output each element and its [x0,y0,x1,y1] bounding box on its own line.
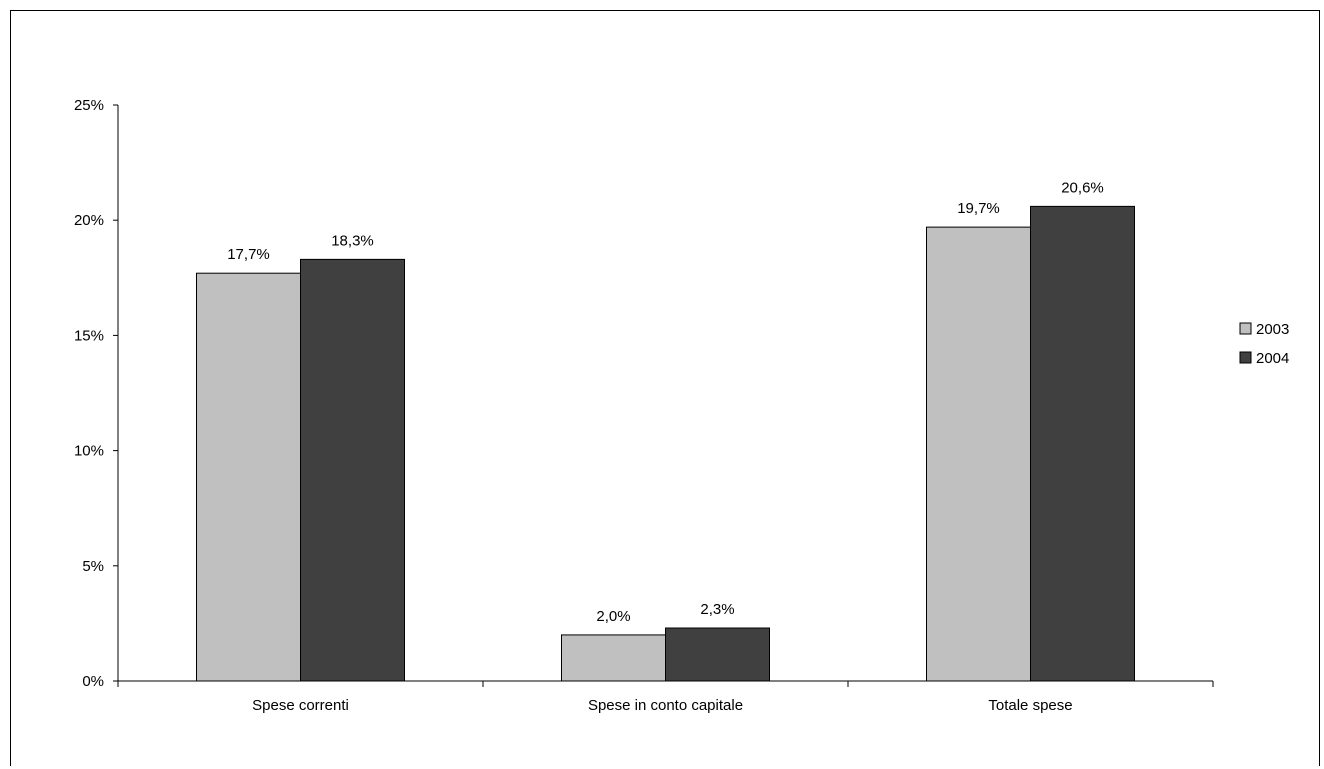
legend-swatch-2004 [1239,351,1252,364]
legend-label: 2004 [1256,350,1289,367]
data-label: 2,0% [596,608,630,625]
x-category-label: Spese correnti [252,697,349,714]
x-category-label: Spese in conto capitale [588,697,743,714]
chart-frame [10,10,1320,766]
bar-2004 [300,258,405,682]
data-label: 19,7% [957,200,1000,217]
legend-swatch-2003 [1239,322,1252,335]
y-tick-label: 25% [74,97,104,114]
bar-2004 [665,627,770,682]
y-tick-label: 0% [82,673,104,690]
bar-2003 [561,634,666,682]
y-tick-label: 20% [74,212,104,229]
bar-2004 [1030,205,1135,682]
x-category-label: Totale spese [988,697,1072,714]
legend-label: 2003 [1256,321,1289,338]
y-tick-label: 5% [82,558,104,575]
data-label: 17,7% [227,246,270,263]
bars [196,205,1135,682]
bar-2003 [926,226,1031,682]
y-tick-label: 15% [74,327,104,344]
data-label: 2,3% [700,601,734,618]
data-label: 18,3% [331,232,374,249]
value-labels: 17,7% 18,3% 2,0% 2,3% 19,7% 20,6% [227,179,1104,625]
data-label: 20,6% [1061,179,1104,196]
bar-2003 [196,272,301,682]
legend: 2003 2004 [1239,321,1289,367]
y-tick-label: 10% [74,443,104,460]
